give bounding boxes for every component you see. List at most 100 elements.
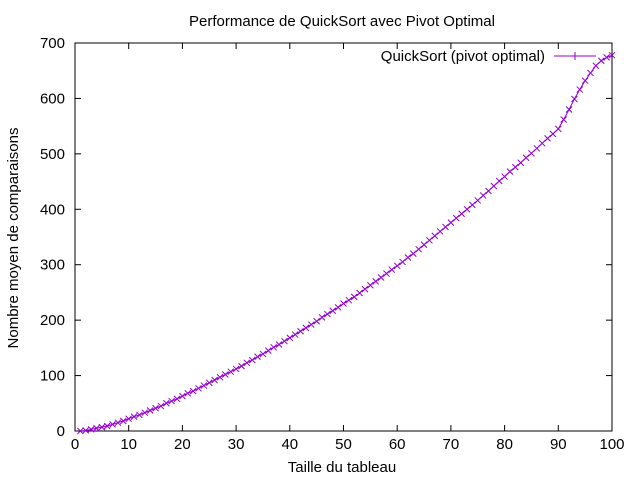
data-point (474, 197, 482, 204)
data-point (399, 258, 406, 266)
y-tick-label: 300 (40, 257, 65, 274)
data-point (87, 425, 95, 433)
data-point (388, 266, 396, 274)
data-point (356, 289, 363, 297)
data-point (404, 254, 412, 261)
axis-ticks: 0 10 20 30 40 50 60 70 80 90 100 0 100 200 300 400 500 60… (40, 35, 625, 453)
data-point (554, 125, 562, 133)
data-point (603, 54, 610, 61)
data-point (254, 353, 261, 361)
data-point (372, 277, 380, 285)
y-tick-label: 600 (40, 90, 65, 107)
data-point (179, 392, 186, 400)
data-point (426, 236, 433, 244)
data-point (98, 423, 106, 431)
data-point (469, 201, 476, 209)
data-point (286, 334, 294, 342)
data-point (248, 356, 256, 364)
data-point (270, 343, 278, 351)
data-point (109, 420, 116, 428)
data-point (82, 427, 90, 434)
data-point (136, 411, 143, 419)
y-tick-label: 200 (40, 312, 65, 329)
data-point (361, 285, 369, 293)
chart-title: Performance de QuickSort avec Pivot Opti… (189, 13, 495, 30)
data-point (119, 417, 127, 425)
data-point (195, 384, 202, 392)
data-point (184, 389, 192, 397)
data-point (431, 232, 439, 240)
data-point (463, 205, 471, 213)
data-point (205, 379, 213, 387)
data-point (479, 192, 487, 199)
data-point (125, 415, 133, 423)
data-point (334, 304, 342, 311)
data-point (302, 324, 310, 332)
data-point (377, 274, 385, 281)
data-point (485, 187, 492, 195)
data-point (162, 399, 170, 407)
data-point (157, 402, 165, 410)
data-point (452, 214, 460, 222)
data-point (114, 419, 122, 427)
data-point (383, 270, 390, 277)
data-point (232, 365, 240, 373)
data-point (528, 149, 535, 157)
data-point (238, 362, 245, 370)
data-point (216, 373, 224, 381)
data-point (350, 293, 358, 301)
data-point (436, 228, 444, 235)
data-point (93, 424, 100, 432)
data-point (281, 337, 288, 345)
legend: QuickSort (pivot optimal) (381, 48, 596, 65)
data-point (393, 262, 401, 270)
data-point (168, 397, 176, 405)
data-point (307, 321, 315, 328)
x-tick-label: 40 (281, 436, 298, 453)
data-point (495, 177, 503, 185)
plot-frame (74, 42, 613, 432)
data-point (415, 245, 423, 253)
data-point (366, 281, 374, 289)
data-point (324, 310, 331, 318)
x-tick-label: 30 (228, 436, 245, 453)
x-tick-label: 70 (443, 436, 460, 453)
data-point (275, 341, 283, 348)
x-axis-label: Taille du tableau (288, 459, 396, 476)
x-tick-label: 60 (389, 436, 406, 453)
series-line (80, 54, 613, 432)
data-point (222, 371, 229, 378)
data-point (587, 69, 594, 77)
data-point (313, 317, 321, 325)
data-point (152, 404, 159, 412)
data-point (189, 387, 197, 395)
series-markers (77, 51, 616, 435)
data-point (549, 130, 557, 138)
y-tick-label: 0 (57, 423, 65, 440)
data-point (291, 331, 299, 338)
data-point (458, 210, 465, 218)
x-tick-label: 20 (174, 436, 191, 453)
data-point (141, 409, 149, 417)
y-tick-label: 100 (40, 368, 65, 385)
data-point (581, 77, 589, 85)
data-point (146, 407, 154, 414)
data-point (592, 62, 600, 70)
x-tick-label: 90 (550, 436, 567, 453)
data-point (538, 139, 546, 147)
data-point (442, 223, 449, 231)
data-point (173, 395, 181, 403)
y-tick-label: 500 (40, 146, 65, 163)
data-point (447, 219, 455, 226)
data-point (103, 422, 111, 430)
data-point (264, 347, 272, 354)
x-tick-label: 50 (335, 436, 352, 453)
data-point (490, 182, 498, 190)
data-point (77, 427, 84, 435)
y-tick-label: 400 (40, 201, 65, 218)
data-point (533, 144, 541, 152)
data-point (571, 95, 578, 103)
data-point (501, 173, 508, 180)
data-point (608, 51, 616, 59)
